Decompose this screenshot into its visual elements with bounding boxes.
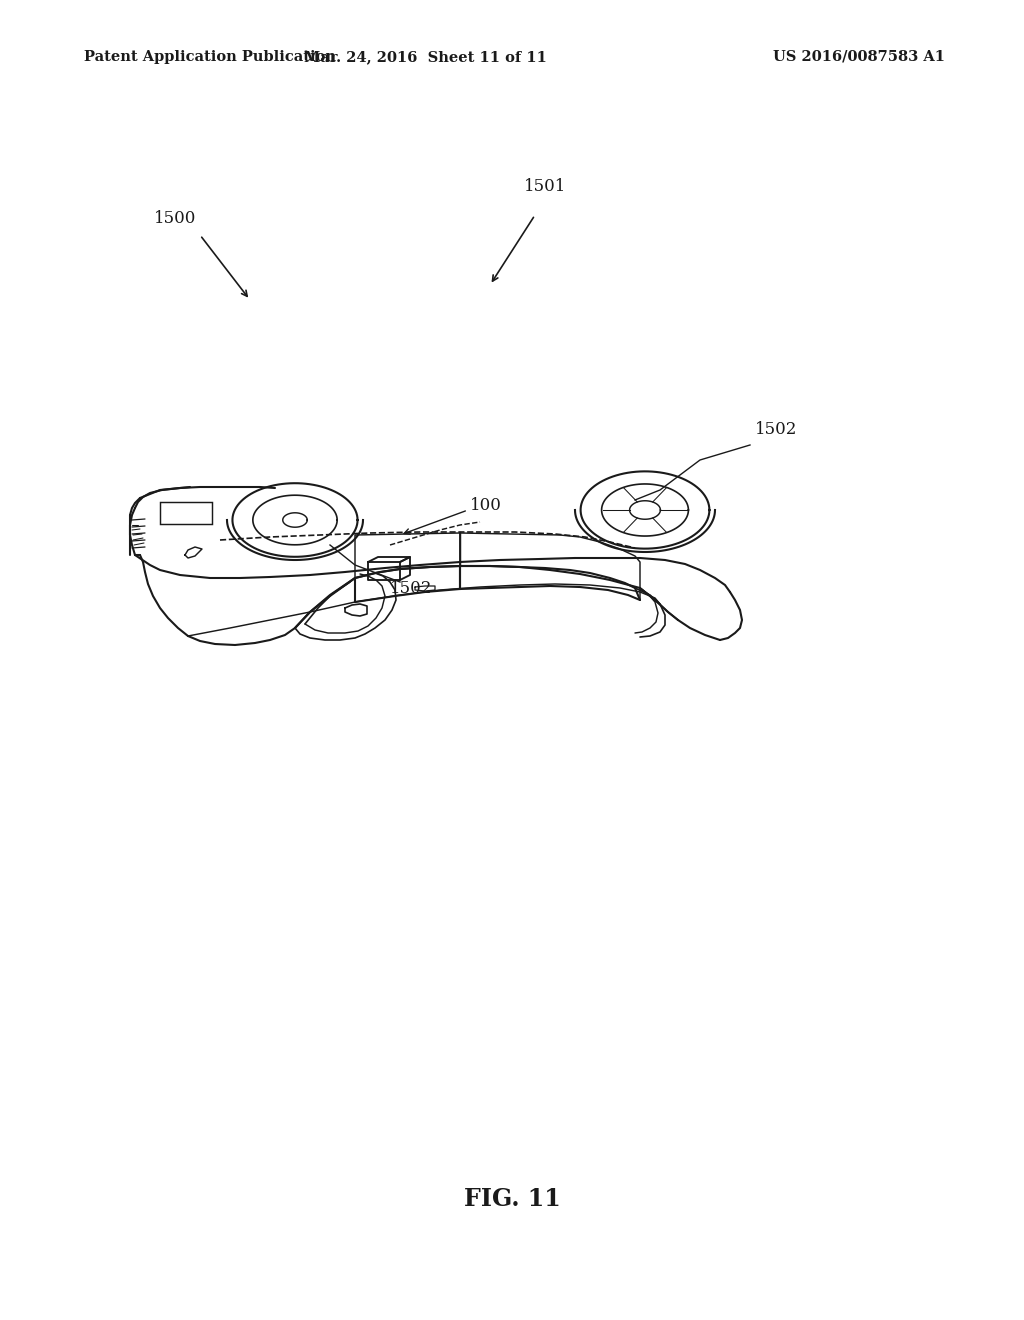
- Text: 1501: 1501: [524, 178, 566, 195]
- Text: US 2016/0087583 A1: US 2016/0087583 A1: [773, 50, 945, 63]
- Text: 1500: 1500: [154, 210, 197, 227]
- Text: Patent Application Publication: Patent Application Publication: [84, 50, 336, 63]
- Bar: [160, 502, 212, 524]
- Text: 1502: 1502: [755, 421, 798, 438]
- Text: FIG. 11: FIG. 11: [464, 1187, 560, 1210]
- Text: 1502: 1502: [390, 579, 432, 597]
- Text: 100: 100: [470, 496, 502, 513]
- Text: Mar. 24, 2016  Sheet 11 of 11: Mar. 24, 2016 Sheet 11 of 11: [303, 50, 547, 63]
